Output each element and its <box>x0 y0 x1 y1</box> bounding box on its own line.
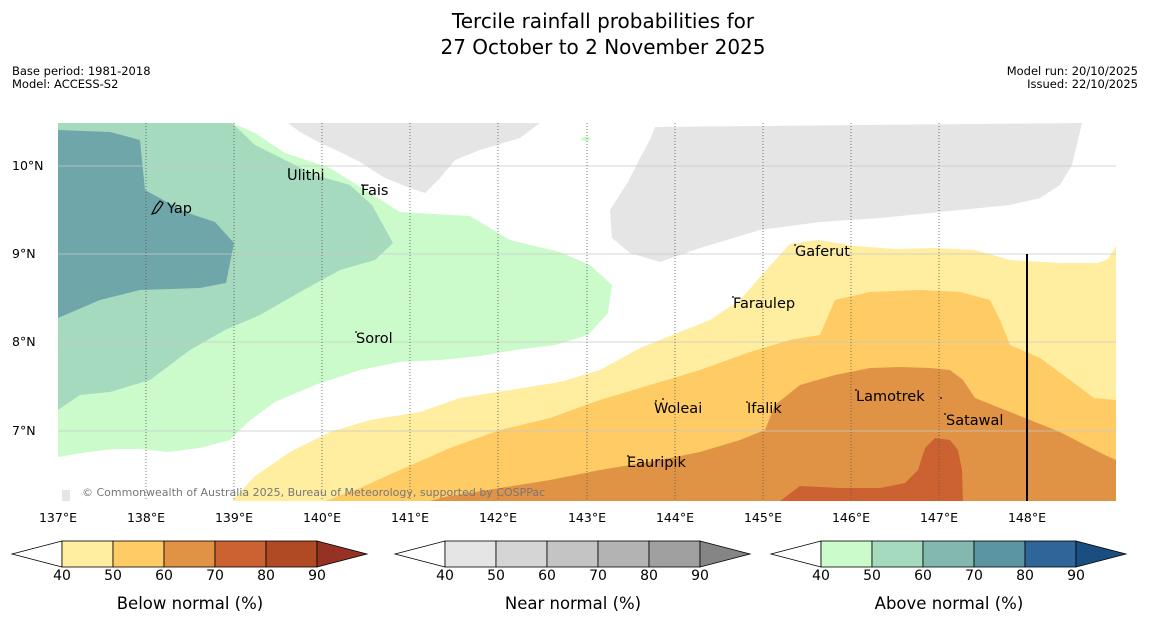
lat-label-7n: 7°N <box>12 423 36 438</box>
below-tick-80: 80 <box>257 568 275 584</box>
map-title: Tercile rainfall probabilities for 27 Oc… <box>0 8 1150 60</box>
lon-label-143e: 143°E <box>567 510 606 525</box>
below-tick-90: 90 <box>308 568 326 584</box>
below-colorbar-low-arrow <box>10 540 63 568</box>
lon-label-148e: 148°E <box>1007 510 1046 525</box>
above-tick-90: 90 <box>1067 568 1085 584</box>
near-colorbar-segment <box>597 540 650 568</box>
above-tick-50: 50 <box>863 568 881 584</box>
model-name: Model: ACCESS-S2 <box>12 77 119 91</box>
colorbar-above <box>769 540 1128 568</box>
lon-label-144e: 144°E <box>655 510 694 525</box>
lon-label-147e: 147°E <box>919 510 958 525</box>
above-colorbar-segment <box>1024 540 1077 568</box>
lon-label-142e: 142°E <box>478 510 517 525</box>
label-eauripik: Eauripik <box>627 455 686 471</box>
lon-label-137e: 137°E <box>38 510 77 525</box>
near-normal-label: Near normal (%) <box>504 594 642 613</box>
lat-label-10n: 10°N <box>12 158 44 173</box>
below-colorbar-segment <box>163 540 216 568</box>
near-colorbar-low-arrow <box>393 540 446 568</box>
near-normal-40-northeast <box>610 123 1082 262</box>
lon-label-146e: 146°E <box>831 510 870 525</box>
lon-label-138e: 138°E <box>126 510 165 525</box>
above-colorbar-segment <box>820 540 873 568</box>
near-tick-80: 80 <box>640 568 658 584</box>
lon-label-145e: 145°E <box>743 510 782 525</box>
above-tick-80: 80 <box>1016 568 1034 584</box>
label-faraulep: Faraulep <box>733 296 795 312</box>
label-ifalik: Ifalik <box>747 401 782 417</box>
below-colorbar-segment <box>112 540 165 568</box>
above-normal-fleck <box>581 137 591 141</box>
near-tick-40: 40 <box>436 568 454 584</box>
above-normal-60 <box>58 130 234 318</box>
copyright-text: © Commonwealth of Australia 2025, Bureau… <box>82 486 545 499</box>
label-gaferut: Gaferut <box>795 244 850 260</box>
issued-date: Issued: 22/10/2025 <box>1027 77 1138 91</box>
label-ulithi: Ulithi <box>287 168 325 184</box>
near-colorbar-segment <box>495 540 548 568</box>
near-colorbar-segment <box>444 540 497 568</box>
above-colorbar-segment <box>922 540 975 568</box>
near-colorbar-segment <box>546 540 599 568</box>
above-colorbar-high-arrow <box>1075 540 1128 568</box>
label-sorol: Sorol <box>356 331 393 347</box>
above-tick-60: 60 <box>914 568 932 584</box>
above-tick-70: 70 <box>965 568 983 584</box>
near-colorbar-high-arrow <box>699 540 752 568</box>
below-colorbar-segment <box>214 540 267 568</box>
below-colorbar-segment <box>61 540 114 568</box>
below-tick-40: 40 <box>53 568 71 584</box>
longitude-gridlines <box>145 123 940 501</box>
label-lamotrek: Lamotrek <box>856 389 925 405</box>
lon-label-140e: 140°E <box>302 510 341 525</box>
below-colorbar-high-arrow <box>316 540 369 568</box>
lon-label-141e: 141°E <box>390 510 429 525</box>
label-woleai: Woleai <box>654 401 702 417</box>
place-markers <box>288 168 946 457</box>
below-tick-50: 50 <box>104 568 122 584</box>
near-tick-70: 70 <box>589 568 607 584</box>
near-tick-90: 90 <box>691 568 709 584</box>
model-run: Model run: 20/10/2025 <box>1006 64 1138 78</box>
above-colorbar-segment <box>973 540 1026 568</box>
label-yap: Yap <box>166 201 192 217</box>
title-line-1: Tercile rainfall probabilities for <box>451 9 755 33</box>
colorbar-below <box>10 540 369 568</box>
title-line-2: 27 October to 2 November 2025 <box>440 35 766 59</box>
above-colorbar-segment <box>871 540 924 568</box>
colorbar-near <box>393 540 752 568</box>
above-colorbar-low-arrow <box>769 540 822 568</box>
below-normal-label: Below normal (%) <box>116 594 264 613</box>
below-tick-70: 70 <box>206 568 224 584</box>
above-tick-40: 40 <box>812 568 830 584</box>
below-normal-70 <box>780 438 963 501</box>
map-area: Ulithi Fais Yap Gaferut Faraulep Sorol L… <box>58 123 1116 501</box>
near-tick-50: 50 <box>487 568 505 584</box>
lat-label-8n: 8°N <box>12 334 36 349</box>
yap-island <box>150 200 164 215</box>
label-fais: Fais <box>361 183 388 199</box>
below-tick-60: 60 <box>155 568 173 584</box>
near-tick-60: 60 <box>538 568 556 584</box>
lon-label-139e: 139°E <box>214 510 253 525</box>
meta-right: Model run: 20/10/2025 Issued: 22/10/2025 <box>1007 65 1138 91</box>
lat-label-9n: 9°N <box>12 246 36 261</box>
above-normal-label: Above normal (%) <box>874 594 1024 613</box>
near-colorbar-segment <box>648 540 701 568</box>
near-normal-40-north <box>288 123 540 193</box>
label-satawal: Satawal <box>946 413 1003 429</box>
meta-left: Base period: 1981-2018 Model: ACCESS-S2 <box>12 65 151 91</box>
below-colorbar-segment <box>265 540 318 568</box>
base-period: Base period: 1981-2018 <box>12 64 151 78</box>
place-labels: Ulithi Fais Yap Gaferut Faraulep Sorol L… <box>166 168 1003 471</box>
